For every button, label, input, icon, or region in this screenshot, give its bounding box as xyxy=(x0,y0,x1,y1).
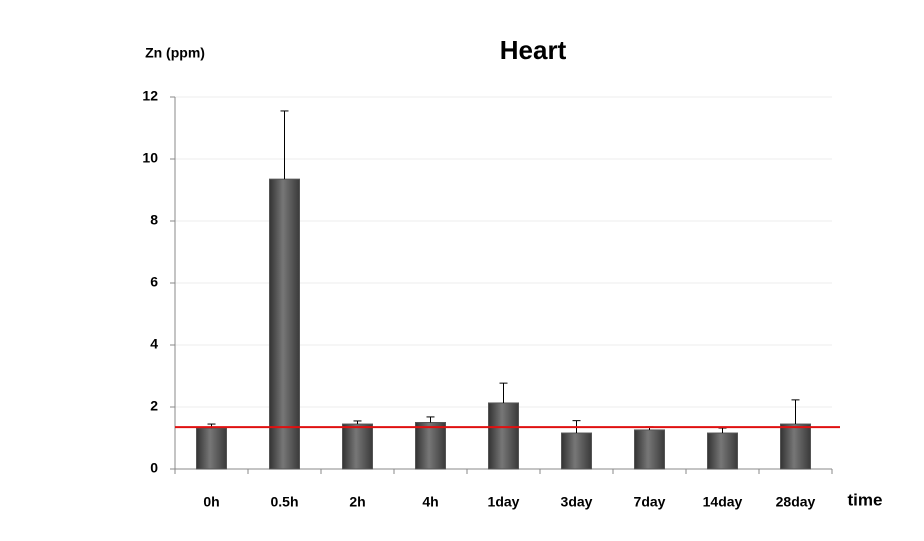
bar xyxy=(269,178,300,470)
x-tick-label: 14day xyxy=(703,494,743,510)
x-tick-label: 1day xyxy=(488,494,520,510)
x-tick-label: 7day xyxy=(634,494,666,510)
y-tick-label: 12 xyxy=(142,88,158,104)
bar xyxy=(488,402,519,470)
y-tick-label: 0 xyxy=(150,460,158,476)
x-axis-label: time xyxy=(848,490,883,509)
x-tick-label: 3day xyxy=(561,494,593,510)
bar xyxy=(634,429,665,470)
x-tick-label: 4h xyxy=(422,494,438,510)
y-tick-label: 6 xyxy=(150,274,158,290)
bar xyxy=(561,432,592,470)
y-tick-label: 8 xyxy=(150,212,158,228)
chart-title: Heart xyxy=(500,35,567,65)
bar xyxy=(707,432,738,470)
bar xyxy=(780,423,811,470)
y-tick-label: 4 xyxy=(150,336,158,352)
x-tick-label: 0.5h xyxy=(270,494,298,510)
y-tick-label: 10 xyxy=(142,150,158,166)
x-tick-label: 2h xyxy=(349,494,365,510)
bar xyxy=(415,422,446,470)
x-tick-label: 28day xyxy=(776,494,816,510)
bar xyxy=(342,423,373,470)
y-tick-label: 2 xyxy=(150,398,158,414)
bar xyxy=(196,427,227,470)
x-tick-label: 0h xyxy=(203,494,219,510)
y-axis-label: Zn (ppm) xyxy=(145,45,205,61)
